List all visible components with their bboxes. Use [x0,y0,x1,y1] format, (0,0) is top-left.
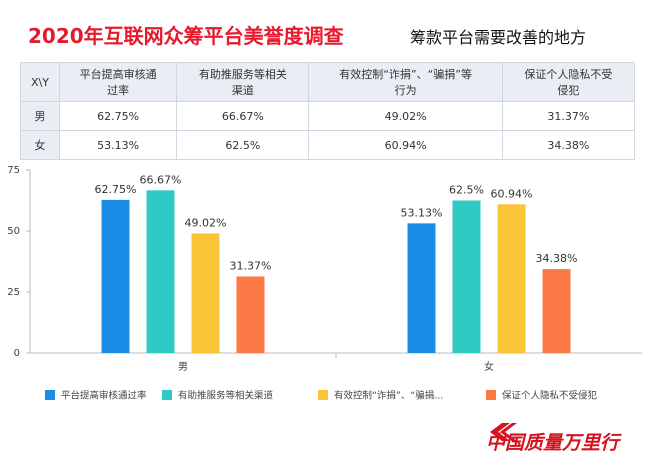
value-label: 31.37% [230,259,272,272]
title: 2020年互联网众筹平台美誉度调查 [28,24,344,48]
bar [236,276,265,353]
legend-label: 保证个人隐私不受侵犯 [502,390,598,402]
header-cell: 有助推服务等相关 渠道 [176,62,310,102]
legend-swatch [45,390,55,400]
value-label: 62.5% [449,184,484,197]
bar [452,200,481,353]
x-tick-label: 男 [178,361,188,373]
cell: 34.38% [501,130,636,160]
legend-label: 有助推服务等相关渠道 [178,390,274,402]
value-label: 53.13% [401,206,443,219]
header-cell: X\Y [20,62,60,102]
cell: 62.5% [176,130,310,160]
y-tick-label: 75 [7,165,20,176]
y-tick-label: 25 [7,287,20,298]
bar [497,204,526,353]
logo-icon [490,423,517,441]
legend-label: 有效控制“诈捐”、“骗捐... [334,390,443,402]
cell: 66.67% [176,101,310,131]
y-tick-label: 50 [7,226,20,237]
table-row: 女 53.13% 62.5% 60.94% 34.38% [20,130,636,160]
legend-label: 平台提高审核通过率 [61,390,147,402]
value-label: 49.02% [185,216,227,229]
cell: 60.94% [308,130,503,160]
logo: 中国质量万里行 [486,432,620,454]
value-label: 60.94% [491,187,533,200]
legend-swatch [162,390,172,400]
bar [146,190,175,353]
y-tick-label: 0 [14,348,20,359]
cell: 女 [20,130,60,160]
data-table: X\Y 平台提高审核通 过率 有助推服务等相关 渠道 有效控制“诈捐”、“骗捐”等 行… [20,62,636,160]
x-tick-label: 女 [484,360,494,373]
value-label: 34.38% [536,252,578,265]
bar [101,199,130,353]
bar [191,233,220,353]
legend-swatch [486,390,496,400]
bar [407,223,436,353]
cell: 53.13% [58,130,178,160]
bar [542,269,571,353]
value-label: 66.67% [140,173,182,186]
legend-swatch [318,390,328,400]
value-label: 62.75% [95,183,137,196]
subtitle: 筹款平台需要改善的地方 [410,28,587,47]
